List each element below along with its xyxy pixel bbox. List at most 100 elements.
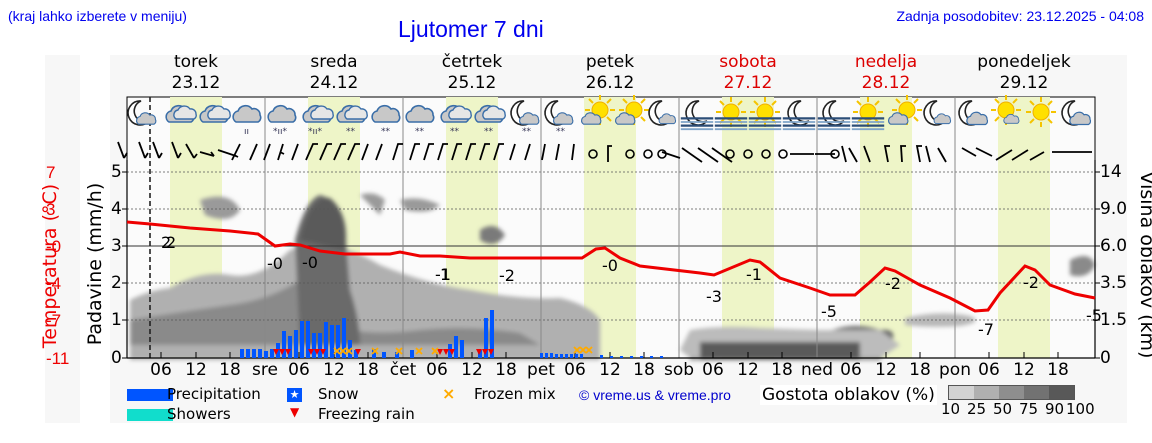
- x-tick: 18: [633, 360, 655, 380]
- cb-tick: 90: [1045, 400, 1065, 418]
- svg-text:**: **: [556, 127, 566, 137]
- cloud-tick: 9.0: [1100, 199, 1128, 219]
- x-tick: 18: [909, 360, 931, 380]
- svg-text:-3: -3: [706, 287, 722, 306]
- x-tick: 12: [599, 360, 621, 380]
- x-tick: 06: [978, 360, 1000, 380]
- day-label: petek 26.12: [585, 52, 635, 93]
- svg-text:**: **: [381, 127, 391, 137]
- x-tick: 12: [461, 360, 483, 380]
- precip-tick: 3: [111, 236, 122, 256]
- svg-text:-2: -2: [1023, 273, 1039, 292]
- svg-text:-0: -0: [267, 254, 283, 273]
- precip-tick: 1: [111, 310, 122, 330]
- svg-text:-0: -0: [602, 256, 618, 275]
- day-label: ponedeljek 29.12: [977, 52, 1071, 93]
- cloud-density: [130, 193, 1095, 360]
- svg-text:*ıı*: *ıı*: [308, 127, 323, 137]
- precip-tick: 5: [111, 162, 122, 182]
- x-tick: sre: [252, 360, 278, 380]
- svg-text:*ıı*: *ıı*: [273, 127, 288, 137]
- x-tick: čet: [389, 360, 417, 380]
- legend-precipitation: Precipitation: [167, 385, 261, 403]
- region-hint-link[interactable]: (kraj lahko izberete v meniju): [8, 8, 187, 24]
- cloud-tick: 3.5: [1100, 273, 1128, 293]
- x-tick: 06: [564, 360, 586, 380]
- legend-showers: Showers: [167, 405, 231, 423]
- grid-lines: [127, 171, 1095, 321]
- x-tick: 12: [875, 360, 897, 380]
- x-tick: 18: [1047, 360, 1069, 380]
- x-tick: 06: [840, 360, 862, 380]
- temp-tick: -0: [46, 237, 62, 256]
- cloud-tick: 1.5: [1100, 310, 1128, 330]
- svg-text:-1: -1: [435, 265, 451, 284]
- day-label-weekend: nedelja 28.12: [854, 52, 918, 93]
- x-tick: 12: [737, 360, 759, 380]
- precipitation-bars: [240, 310, 663, 358]
- wind-barbs: [117, 141, 1092, 163]
- svg-text:2: 2: [161, 233, 171, 252]
- svg-text:ıı: ıı: [244, 127, 249, 137]
- svg-text:-0: -0: [302, 253, 318, 272]
- cloud-tick: 6.0: [1100, 236, 1128, 256]
- temp-tick: -11: [46, 349, 70, 368]
- showers-swatch: [127, 409, 173, 421]
- x-tick: 06: [426, 360, 448, 380]
- x-tick: pon: [939, 360, 971, 380]
- cb-tick: 75: [1019, 400, 1039, 418]
- temp-tick: -4: [46, 274, 62, 293]
- cloud-density-colorbar: [948, 385, 1075, 400]
- cb-tick: 100: [1066, 400, 1095, 418]
- x-tick: 12: [323, 360, 345, 380]
- precip-tick: 2: [111, 273, 122, 293]
- freezing-rain-markers: [273, 349, 494, 355]
- legend-freezing-rain: Freezing rain: [318, 405, 415, 423]
- temp-axis-panel: [45, 55, 80, 423]
- svg-text:2: 2: [166, 233, 176, 252]
- freezing-rain-triangle-icon: ▼: [290, 405, 300, 419]
- legend-snow: Snow: [318, 385, 359, 403]
- cloud-tick: 0: [1100, 348, 1111, 368]
- credit-link[interactable]: © vreme.us & vreme.pro: [579, 387, 731, 403]
- legend-frozen-mix: Frozen mix: [474, 385, 556, 403]
- svg-text:**: **: [450, 127, 460, 137]
- svg-text:**: **: [415, 127, 425, 137]
- temperature-line: [126, 220, 1096, 313]
- x-tick: 18: [357, 360, 379, 380]
- cb-tick: 50: [993, 400, 1013, 418]
- day-label: torek 23.12: [171, 52, 221, 93]
- cb-tick: 10: [941, 400, 961, 418]
- x-tick: 18: [219, 360, 241, 380]
- svg-text:-5: -5: [1086, 306, 1102, 325]
- temp-tick: -7: [46, 311, 62, 330]
- temperature-value-labels: 22 -0 -0 -11 -2-0 -3-1 -5-2 -7-2 -5: [161, 233, 1102, 339]
- temperature-axis-title: Temperatura (°C): [39, 183, 61, 349]
- weather-icons: ıı *ıı* *ıı* ** ** ** ** ** ** **: [127, 94, 1092, 137]
- cloud-tick: 14: [1100, 162, 1122, 182]
- svg-text:1: 1: [440, 265, 450, 284]
- day-label: četrtek 25.12: [441, 52, 503, 93]
- svg-text:-2: -2: [885, 274, 901, 293]
- x-tick: pet: [527, 360, 555, 380]
- precip-tick: 0: [111, 348, 122, 368]
- x-tick: 12: [185, 360, 207, 380]
- precipitation-axis-title: Padavine (mm/h): [84, 182, 106, 346]
- snow-star-icon: ★: [287, 388, 302, 402]
- svg-text:**: **: [484, 127, 494, 137]
- frozen-mix-x-icon: ×: [442, 384, 456, 403]
- temp-tick: 7: [46, 163, 56, 182]
- cloud-density-title: Gostota oblakov (%): [760, 385, 937, 405]
- svg-text:-5: -5: [821, 302, 837, 321]
- svg-text:**: **: [522, 127, 532, 137]
- x-tick: 06: [702, 360, 724, 380]
- cloud-height-axis-title: Višina oblakov (km): [1136, 171, 1152, 359]
- x-tick: 06: [150, 360, 172, 380]
- svg-text:**: **: [346, 127, 356, 137]
- frozen-mix-markers: [333, 346, 593, 355]
- day-label-weekend: sobota 27.12: [719, 52, 777, 93]
- precipitation-swatch: [127, 389, 173, 401]
- svg-text:-1: -1: [746, 265, 762, 284]
- cb-tick: 25: [967, 400, 987, 418]
